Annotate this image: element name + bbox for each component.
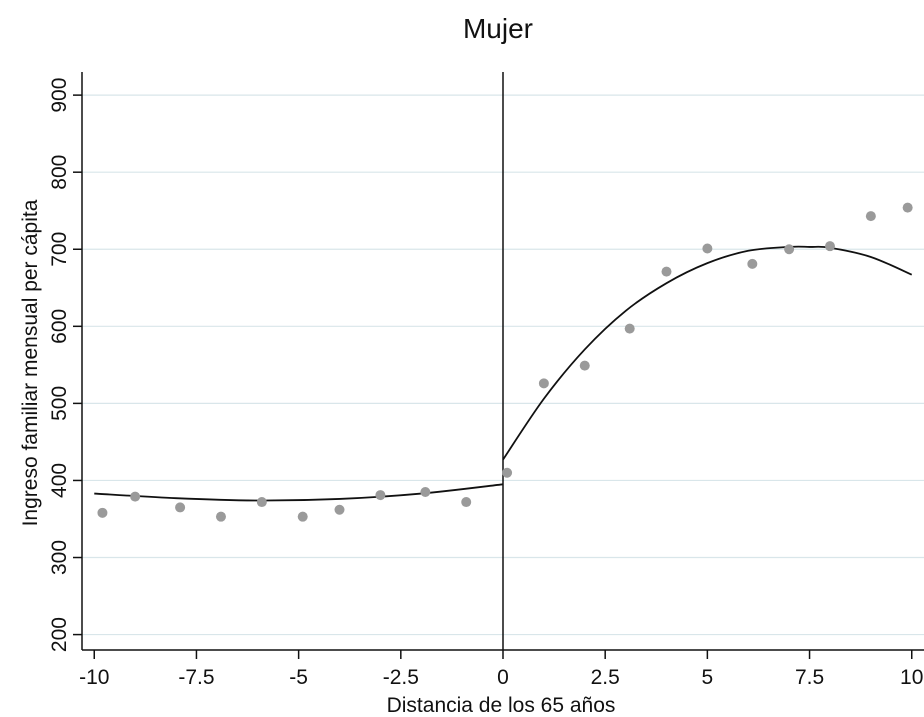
y-tick-label: 700	[48, 232, 71, 267]
x-tick-label: 2.5	[591, 666, 620, 689]
data-point	[375, 490, 386, 501]
data-point	[784, 244, 795, 255]
x-tick-label: -2.5	[383, 666, 419, 689]
data-point	[130, 491, 141, 502]
x-tick-label: -10	[79, 666, 109, 689]
chart-title: Mujer	[463, 13, 533, 44]
data-point	[502, 467, 513, 478]
y-tick-label: 800	[48, 155, 71, 190]
x-tick-label: 5	[702, 666, 714, 689]
data-point	[461, 497, 472, 508]
data-point	[865, 211, 876, 222]
y-tick-label: 400	[48, 463, 71, 498]
x-tick-label: -5	[289, 666, 308, 689]
x-tick-label: -7.5	[178, 666, 214, 689]
data-point	[902, 202, 913, 213]
data-point	[297, 511, 308, 522]
data-point	[215, 511, 226, 522]
tick-label-layer: 200 300 400 500 600 700 800 900 -10 -7.5 -5 -2.5 0 2.…	[48, 78, 923, 689]
data-point	[334, 504, 345, 515]
y-tick-label: 900	[48, 78, 71, 113]
y-tick-label: 600	[48, 309, 71, 344]
fit-line-right	[502, 245, 913, 461]
data-point	[256, 497, 267, 508]
y-axis-label: Ingreso familiar mensual per cápita	[19, 199, 42, 526]
y-tick-label: 300	[48, 540, 71, 575]
data-point	[661, 266, 672, 277]
data-point	[579, 360, 590, 371]
data-point	[624, 323, 635, 334]
data-point	[538, 378, 549, 389]
y-tick-label: 200	[48, 617, 71, 652]
data-point	[824, 241, 835, 252]
data-point	[175, 502, 186, 513]
fit-line-left	[94, 483, 504, 502]
data-point	[747, 258, 758, 269]
x-tick-label: 7.5	[795, 666, 824, 689]
y-tick-label: 500	[48, 386, 71, 421]
points-layer	[97, 202, 913, 522]
data-point	[702, 243, 713, 254]
data-point	[420, 487, 431, 498]
data-point	[97, 507, 108, 518]
axis-layer	[73, 72, 924, 659]
x-tick-label: 10	[900, 666, 923, 689]
x-tick-label: 0	[497, 666, 509, 689]
x-axis-label: Distancia de los 65 años	[387, 694, 616, 717]
